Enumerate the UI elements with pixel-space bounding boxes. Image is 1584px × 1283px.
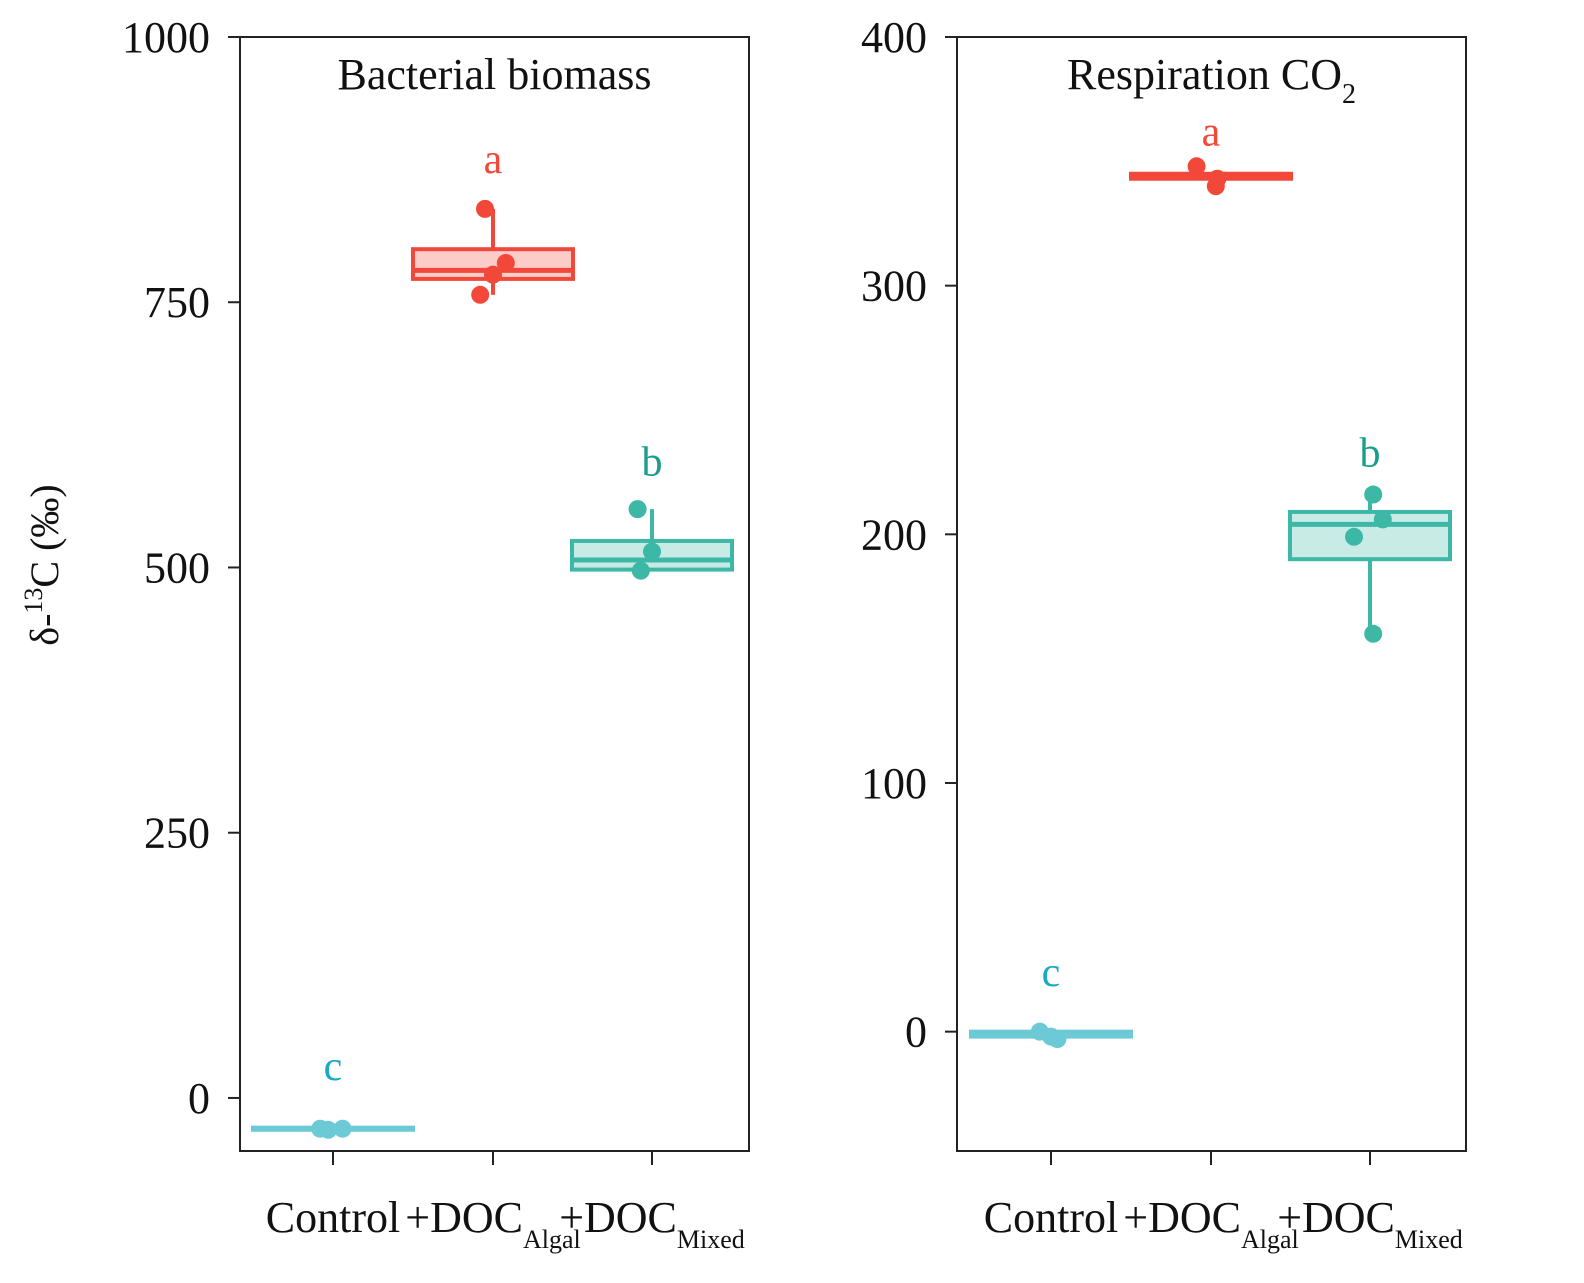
y-tick-label: 0 xyxy=(188,1074,210,1123)
significance-letter: a xyxy=(1202,109,1221,155)
x-category-label-main: +DOC xyxy=(559,1193,677,1242)
x-category-label-main: Control xyxy=(984,1193,1118,1242)
y-axis-label-rest: C (‰) xyxy=(22,484,67,587)
data-point xyxy=(1187,157,1206,176)
box-group-docalgal: a xyxy=(411,137,575,304)
y-tick-label: 250 xyxy=(144,809,210,858)
x-category-label: +DOCAlgal xyxy=(1123,1193,1298,1254)
x-category-label: +DOCMixed xyxy=(559,1193,745,1254)
y-axis-label-symbol: δ- xyxy=(22,614,67,646)
data-point xyxy=(1364,624,1383,643)
y-tick-label: 1000 xyxy=(122,13,210,62)
panel-title: Bacterial biomass xyxy=(337,50,651,99)
x-category-label-subscript: Algal xyxy=(523,1225,581,1254)
x-category-label: Control xyxy=(984,1193,1118,1242)
x-category-label-main: Control xyxy=(266,1193,400,1242)
y-tick-label: 500 xyxy=(144,543,210,592)
significance-letter: a xyxy=(484,137,503,183)
y-tick-label: 400 xyxy=(861,13,927,62)
significance-letter: b xyxy=(642,439,663,485)
plot-frame xyxy=(956,36,1467,1152)
data-point xyxy=(631,561,650,580)
x-category-label-main: +DOC xyxy=(405,1193,523,1242)
box-group-docmixed: b xyxy=(1288,430,1452,643)
x-category-label-main: +DOC xyxy=(1123,1193,1241,1242)
box xyxy=(1288,509,1452,562)
data-point xyxy=(628,500,647,519)
x-category-label-subscript: Mixed xyxy=(677,1225,745,1254)
y-tick-label: 100 xyxy=(861,759,927,808)
data-point xyxy=(1206,177,1225,196)
data-point xyxy=(1048,1030,1067,1049)
data-point xyxy=(1364,485,1383,504)
y-tick-label: 0 xyxy=(905,1008,927,1057)
x-category-label: Control xyxy=(266,1193,400,1242)
y-tick-label: 200 xyxy=(861,510,927,559)
panel-title-main: Bacterial biomass xyxy=(337,50,651,99)
data-point xyxy=(471,285,490,304)
data-point xyxy=(319,1120,338,1139)
data-point xyxy=(476,199,494,218)
data-point xyxy=(496,253,515,272)
data-point xyxy=(333,1119,352,1138)
y-axis-label-superscript: 13 xyxy=(19,588,48,614)
box-group-control: c xyxy=(251,1044,415,1139)
x-category-label: +DOCAlgal xyxy=(405,1193,580,1254)
y-axis-label: δ-13C (‰) xyxy=(19,484,67,646)
significance-letter: c xyxy=(1042,950,1061,996)
significance-letter: b xyxy=(1360,430,1381,476)
box-group-docmixed: b xyxy=(570,439,734,580)
box-group-control: c xyxy=(969,950,1133,1049)
x-category-label-subscript: Algal xyxy=(1241,1225,1299,1254)
x-category-label-subscript: Mixed xyxy=(1395,1225,1463,1254)
plot-frame xyxy=(239,36,750,1152)
significance-letter: c xyxy=(324,1044,343,1090)
box-group-docalgal: a xyxy=(1129,109,1293,196)
panel-title-subscript: 2 xyxy=(1342,79,1356,110)
x-category-label-main: +DOC xyxy=(1277,1193,1395,1242)
x-category-label: +DOCMixed xyxy=(1277,1193,1463,1254)
panel-title-main: Respiration CO xyxy=(1067,50,1342,99)
panel-title: Respiration CO2 xyxy=(1067,50,1356,110)
data-point xyxy=(1373,510,1392,529)
y-tick-label: 300 xyxy=(861,262,927,311)
data-point xyxy=(1345,527,1363,546)
data-point xyxy=(643,542,661,561)
data-point xyxy=(484,265,502,284)
y-tick-label: 750 xyxy=(144,278,210,327)
